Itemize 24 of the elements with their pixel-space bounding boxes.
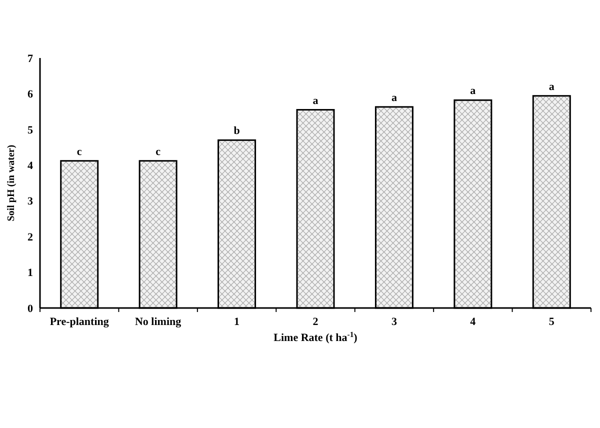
y-tick-label: 1: [28, 267, 33, 280]
annotation: a: [548, 80, 555, 93]
y-tick-label: 7: [28, 52, 34, 65]
y-tick-label: 3: [28, 196, 34, 208]
y-tick-label: 6: [28, 88, 34, 101]
x-tick-label: 5: [548, 316, 555, 328]
x-tick-label: Pre-planting: [50, 316, 110, 328]
annotation: c: [76, 146, 82, 158]
x-tick-label: 1: [234, 316, 240, 328]
annotation: c: [156, 146, 161, 158]
annotation: a: [470, 85, 476, 98]
annotation: a: [391, 92, 398, 104]
annotation: b: [234, 125, 240, 138]
y-tick-label: 5: [28, 124, 34, 136]
x-tick-label: 3: [391, 316, 398, 328]
x-tick-label: No liming: [134, 316, 182, 328]
y-tick-label: 0: [28, 302, 34, 315]
y-tick-label: 2: [28, 231, 34, 244]
x-tick-label: 4: [470, 316, 476, 328]
annotation: a: [312, 94, 319, 107]
x-tick-label: 2: [312, 316, 319, 328]
y-axis-title: Soil pH (in water): [6, 144, 17, 222]
y-tick-label: 4: [28, 160, 34, 172]
x-axis-title: Lime Rate (t ha$^{-1}$): [274, 330, 358, 344]
